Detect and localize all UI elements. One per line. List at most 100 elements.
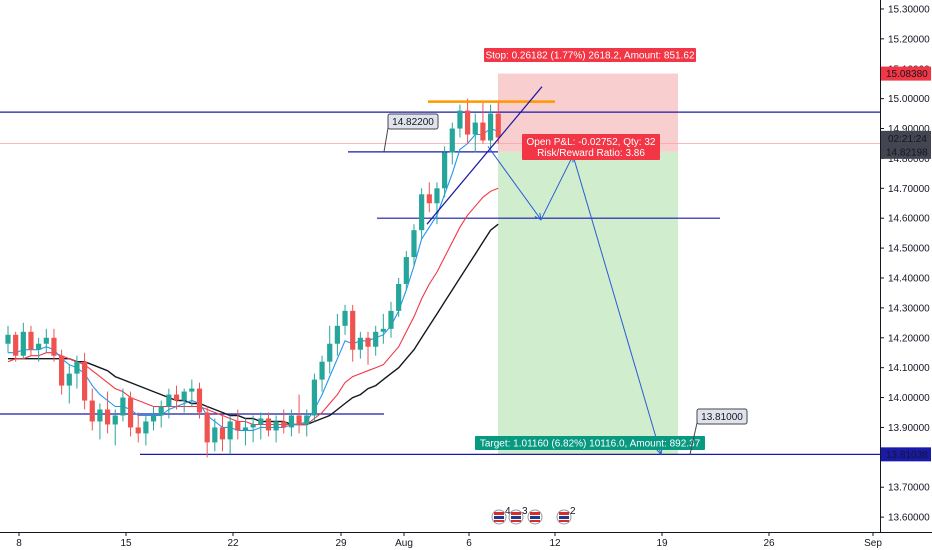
candle: [143, 415, 149, 446]
candle: [327, 325, 333, 374]
candle: [480, 101, 486, 144]
event-flag-2-count: 3: [522, 506, 528, 517]
candle-body: [319, 361, 325, 380]
candle-body: [472, 122, 478, 135]
note-low-pointer: [689, 422, 698, 455]
event-flag-1-stripe-red-2: [494, 520, 504, 522]
x-tick-label: 15: [120, 538, 132, 549]
note-high-pointer: [383, 127, 389, 152]
candle-body: [327, 343, 333, 362]
candle: [43, 328, 49, 353]
candle: [357, 331, 363, 359]
ma-slow-line: [8, 223, 499, 426]
candle: [472, 113, 478, 153]
x-tick-label: 26: [763, 538, 775, 549]
rising-trendline: [426, 86, 543, 225]
candle: [273, 415, 279, 443]
candle: [235, 409, 241, 440]
target-price-tag: 13.81038: [881, 447, 931, 462]
event-flag-4-count: 2: [570, 506, 576, 517]
x-tick-label: Aug: [395, 538, 413, 549]
candle-body: [166, 394, 172, 407]
y-tick-label: 14.40000: [888, 273, 930, 284]
ma-fast-line: [8, 127, 499, 431]
event-flag-3-stripe-red-2: [530, 520, 540, 522]
candle: [487, 104, 494, 150]
candle: [265, 412, 272, 437]
candle-body: [449, 128, 455, 153]
candle-body: [74, 361, 80, 374]
candle-body: [434, 188, 440, 204]
candle-body: [495, 113, 501, 138]
x-tick-label: 6: [466, 538, 472, 549]
x-tick-label: 8: [16, 538, 22, 549]
candle: [495, 101, 501, 144]
candle-body: [373, 331, 379, 347]
last-price-tag: 02:21:24 14.82198: [881, 130, 931, 159]
candle-body: [97, 409, 103, 422]
event-flag-2-stripe-red: [511, 512, 521, 515]
candle-body: [465, 110, 471, 135]
rr-text: Risk/Reward Ratio: 3.86: [537, 148, 645, 159]
x-tick-label: Sep: [864, 538, 882, 549]
stop-label-text: Stop: 0.26182 (1.77%) 2618.2, Amount: 85…: [485, 51, 694, 62]
candle: [196, 382, 203, 419]
note-low-text: 13.81000: [701, 412, 743, 423]
candle-body: [296, 415, 302, 425]
candle-body: [242, 427, 249, 431]
candle-body: [189, 388, 195, 392]
candle-body: [82, 361, 88, 401]
candle: [465, 98, 471, 144]
candle: [66, 364, 72, 404]
candle: [104, 391, 111, 434]
candle-body: [127, 397, 134, 428]
stop-price-tag: 15.08380: [881, 66, 931, 81]
candle: [97, 403, 103, 440]
candle-body: [135, 427, 141, 434]
y-tick-label: 14.20000: [888, 333, 930, 344]
candle: [219, 415, 226, 452]
candle: [5, 325, 11, 353]
note-high: 14.82200: [383, 113, 439, 152]
note-low: 13.81000: [689, 408, 748, 455]
candle: [120, 388, 126, 422]
candle: [350, 304, 356, 362]
candle: [334, 313, 340, 356]
candle-body: [36, 343, 42, 350]
event-flag-1-stripe-blue: [494, 516, 504, 519]
candle-body: [120, 397, 126, 416]
target-label-bg: [475, 436, 705, 450]
candle: [242, 418, 249, 446]
candle-body: [265, 418, 272, 431]
candle-body: [311, 379, 317, 416]
candle: [127, 391, 134, 437]
candle: [304, 409, 310, 437]
target-price-tag-text: 13.81038: [886, 450, 928, 461]
candle: [411, 224, 417, 267]
candle-body: [403, 257, 409, 284]
candle-body: [66, 373, 72, 386]
candle: [28, 325, 34, 356]
last-price-tag-bg: [881, 130, 931, 159]
candle: [173, 385, 180, 410]
y-tick-label: 14.70000: [888, 184, 930, 195]
event-flag-4-stripe-red: [559, 512, 569, 515]
open-pl-text: Open P&L: -0.02752, Qty: 32: [527, 137, 656, 148]
candle: [365, 331, 371, 365]
candle: [419, 188, 425, 240]
candle-body: [5, 334, 11, 344]
y-tick-label: 15.20000: [888, 34, 930, 45]
candle: [388, 301, 394, 338]
event-flag-3: [527, 509, 543, 525]
candle-body: [288, 415, 295, 428]
event-flag-2-stripe-blue: [511, 516, 521, 519]
candle: [342, 304, 348, 335]
y-tick-label: 14.10000: [888, 363, 930, 374]
x-axis-bg: [0, 532, 932, 550]
y-tick-label: 14.90000: [888, 124, 930, 135]
y-tick-label: 13.70000: [888, 483, 930, 494]
event-flag-2-stripe-red-2: [511, 520, 521, 522]
candle-body: [380, 328, 386, 332]
last-price-text: 14.82198: [886, 147, 928, 158]
